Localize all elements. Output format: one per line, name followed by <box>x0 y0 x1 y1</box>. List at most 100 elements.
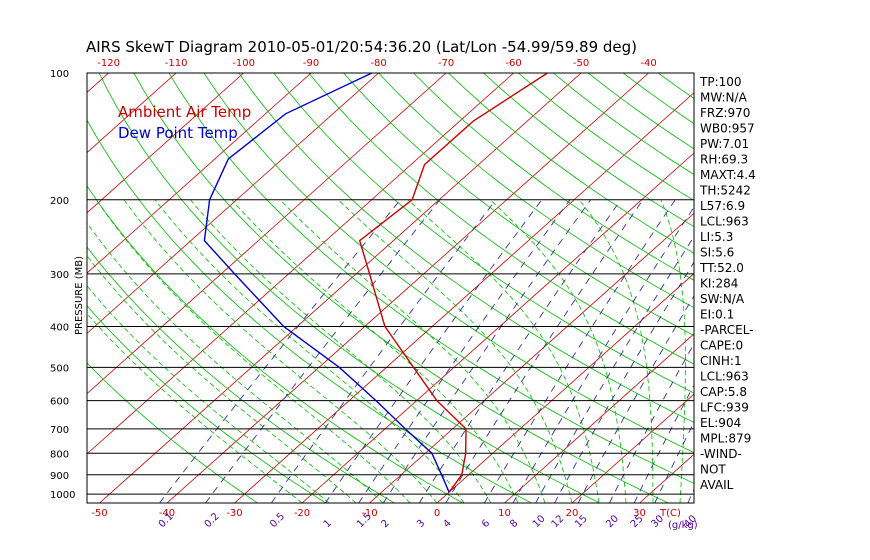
bottom-temp-tick-label: -40 <box>159 508 175 519</box>
dry-adiabat <box>798 73 870 503</box>
mixing-ratio-line <box>205 199 441 503</box>
pressure-tick-label: 300 <box>50 270 69 281</box>
legend-entry: Dew Point Temp <box>118 124 238 142</box>
dry-adiabat <box>238 73 694 423</box>
mixing-ratio-line <box>445 199 644 503</box>
chart-title: AIRS SkewT Diagram 2010-05-01/20:54:36.2… <box>86 38 637 56</box>
dry-adiabat <box>413 73 694 281</box>
index-item: TT:52.0 <box>699 261 744 275</box>
isotherm <box>87 73 514 455</box>
ambient-air-temp-line <box>358 73 548 493</box>
plot-frame <box>86 72 695 504</box>
isotherm <box>571 393 694 503</box>
top-temperature-tick-labels: -120 -110 -100 -90 -80 -70 -60 -50 -40 <box>97 58 657 69</box>
top-temp-tick-label: -100 <box>232 58 255 69</box>
index-item: FRZ:970 <box>700 106 750 120</box>
pressure-tick-label: 400 <box>50 323 69 334</box>
profiles <box>203 73 548 493</box>
bottom-temp-tick-label: -30 <box>226 508 242 519</box>
mixing-ratio-line <box>418 199 622 503</box>
pressure-tick-label: 500 <box>50 363 69 374</box>
isotherm <box>87 73 244 214</box>
moist-adiabat <box>87 285 330 503</box>
index-item: L57:6.9 <box>700 199 745 213</box>
dry-adiabat <box>98 73 600 503</box>
moist-adiabat <box>407 199 600 503</box>
mixing-ratio-line <box>358 199 571 503</box>
index-item: WB0:957 <box>700 122 755 136</box>
mixing-ratio-line <box>512 206 694 503</box>
dry-adiabat <box>87 185 464 503</box>
pressure-tick-label: 600 <box>50 397 69 408</box>
bottom-temperature-tick-labels: -50 -40 -30 -20 -10 0 10 20 30 <box>91 508 646 519</box>
bottom-temp-tick-label: 10 <box>498 508 511 519</box>
mixing-ratio-tick-label: 0.2 <box>203 511 222 530</box>
dry-adiabat <box>133 73 669 503</box>
grid-lines <box>0 73 870 503</box>
index-item: -PARCEL- <box>700 323 754 337</box>
dry-adiabat <box>273 73 694 394</box>
bottom-temp-tick-label: 20 <box>566 508 579 519</box>
mixing-ratio-line <box>554 261 694 503</box>
moist-adiabat <box>190 199 492 503</box>
top-temp-tick-label: -80 <box>370 58 386 69</box>
moist-adiabat <box>123 199 438 503</box>
legend-entry: Ambient Air Temp <box>118 103 251 121</box>
pressure-tick-label: 700 <box>50 425 69 436</box>
moist-adiabat <box>154 199 465 503</box>
mixing-ratio-tick-label: 2 <box>379 518 391 530</box>
dry-adiabat <box>343 73 694 337</box>
mixing-ratio-tick-label: 20 <box>604 513 621 530</box>
mixing-ratio-line <box>577 295 694 503</box>
mixing-ratio-tick-label: 10 <box>531 513 548 530</box>
dew-point-temp-line <box>203 73 450 493</box>
mixing-ratio-tick-label: 0.5 <box>268 511 287 530</box>
mixing-ratio-line <box>654 421 694 503</box>
bottom-temp-tick-label: -10 <box>361 508 377 519</box>
mixing-ratio-line <box>535 235 694 503</box>
bottom-temp-tick-label: 30 <box>633 508 646 519</box>
index-item: LFC:939 <box>700 401 749 415</box>
pressure-tick-labels: 100 200 300 400 500 600 700 800 900 1000 <box>50 69 75 501</box>
moist-adiabat <box>489 199 627 503</box>
isotherm <box>639 453 694 503</box>
index-item: CINH:1 <box>700 354 742 368</box>
mixing-ratio-line <box>382 199 591 503</box>
mixing-ratio-tick-label: 1 <box>322 518 334 530</box>
dry-adiabat <box>168 73 694 484</box>
isotherm <box>0 73 41 503</box>
index-item: TH:5242 <box>699 184 751 198</box>
index-item: RH:69.3 <box>700 153 748 167</box>
dry-adiabat <box>87 246 395 503</box>
moist-adiabat <box>87 222 384 503</box>
index-item: LI:5.3 <box>700 230 733 244</box>
mixing-ratio-line <box>324 199 543 503</box>
isotherm <box>87 73 379 334</box>
mixing-ratio-tick-label: 12 <box>550 513 567 530</box>
isotherm <box>87 73 109 93</box>
legend: Ambient Air Temp Dew Point Temp <box>118 103 251 142</box>
isotherm <box>234 92 694 503</box>
dry-adiabat <box>308 73 694 365</box>
index-item: CAP:5.8 <box>700 385 747 399</box>
moist-adiabat <box>279 199 546 503</box>
top-temp-tick-label: -70 <box>438 58 454 69</box>
index-item: NOT <box>700 463 726 477</box>
y-axis-label: PRESSURE (MB) <box>74 256 85 335</box>
index-item: EL:904 <box>700 416 741 430</box>
top-temp-tick-label: -90 <box>303 58 319 69</box>
index-item: AVAIL <box>700 478 734 492</box>
pressure-tick-label: 200 <box>50 196 69 207</box>
isotherm <box>87 73 177 154</box>
moist-adiabat <box>578 199 654 503</box>
moist-adiabat <box>231 199 519 503</box>
isotherm <box>504 333 694 503</box>
isotherm <box>166 73 649 503</box>
mixing-ratio-line <box>633 384 694 503</box>
top-temp-tick-label: -60 <box>505 58 521 69</box>
index-item: LCL:963 <box>700 215 749 229</box>
top-temp-tick-label: -40 <box>640 58 656 69</box>
top-temp-tick-label: -110 <box>165 58 188 69</box>
